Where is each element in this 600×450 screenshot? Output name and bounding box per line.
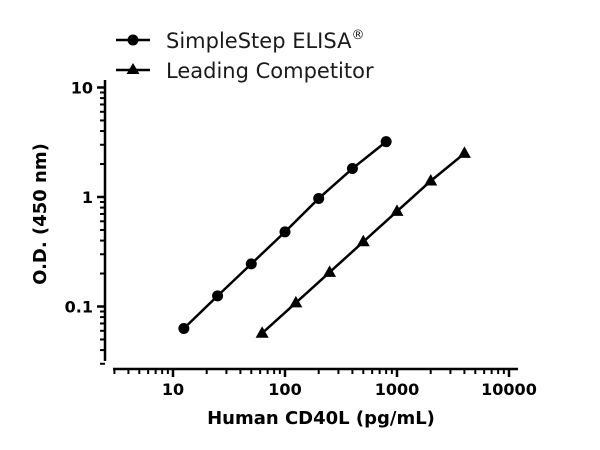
series-simplestep: [178, 136, 392, 334]
circle-marker-icon: [279, 226, 291, 238]
circle-marker-icon: [178, 322, 190, 334]
x-tick-label: 10: [162, 380, 184, 399]
legend: SimpleStep ELISA® Leading Competitor: [116, 28, 374, 83]
triangle-marker-icon: [457, 146, 471, 158]
x-axis-title: Human CD40L (pg/mL): [207, 408, 435, 429]
y-axis-title: O.D. (450 nm): [30, 143, 51, 285]
circle-marker-icon: [380, 136, 392, 148]
triangle-marker-icon: [126, 63, 140, 74]
circle-marker-icon: [245, 258, 257, 270]
legend-label-simplestep: SimpleStep ELISA®: [166, 28, 364, 53]
series-competitor: [255, 146, 471, 338]
triangle-marker-icon: [390, 204, 404, 216]
circle-marker-icon: [212, 290, 224, 302]
legend-item-competitor: Leading Competitor: [116, 59, 374, 83]
circle-marker-icon: [346, 163, 358, 175]
x-tick-label: 100: [268, 380, 301, 399]
y-tick-label: 10: [71, 79, 93, 98]
y-tick-label: 0.1: [65, 298, 93, 317]
triangle-marker-icon: [289, 295, 303, 308]
triangle-marker-icon: [356, 234, 370, 247]
x-tick-label: 10000: [481, 380, 537, 399]
triangle-marker-icon: [323, 265, 337, 277]
axes: 0.1 1 10 10 100 1000 10000: [65, 79, 537, 400]
legend-item-simplestep: SimpleStep ELISA®: [116, 28, 364, 53]
legend-label-competitor: Leading Competitor: [166, 59, 374, 83]
plot-area: [178, 136, 471, 338]
y-tick-label: 1: [82, 188, 93, 207]
circle-marker-icon: [313, 192, 325, 204]
triangle-marker-icon: [255, 326, 269, 338]
circle-marker-icon: [127, 34, 139, 46]
triangle-marker-icon: [424, 173, 438, 186]
x-tick-label: 1000: [375, 380, 420, 399]
